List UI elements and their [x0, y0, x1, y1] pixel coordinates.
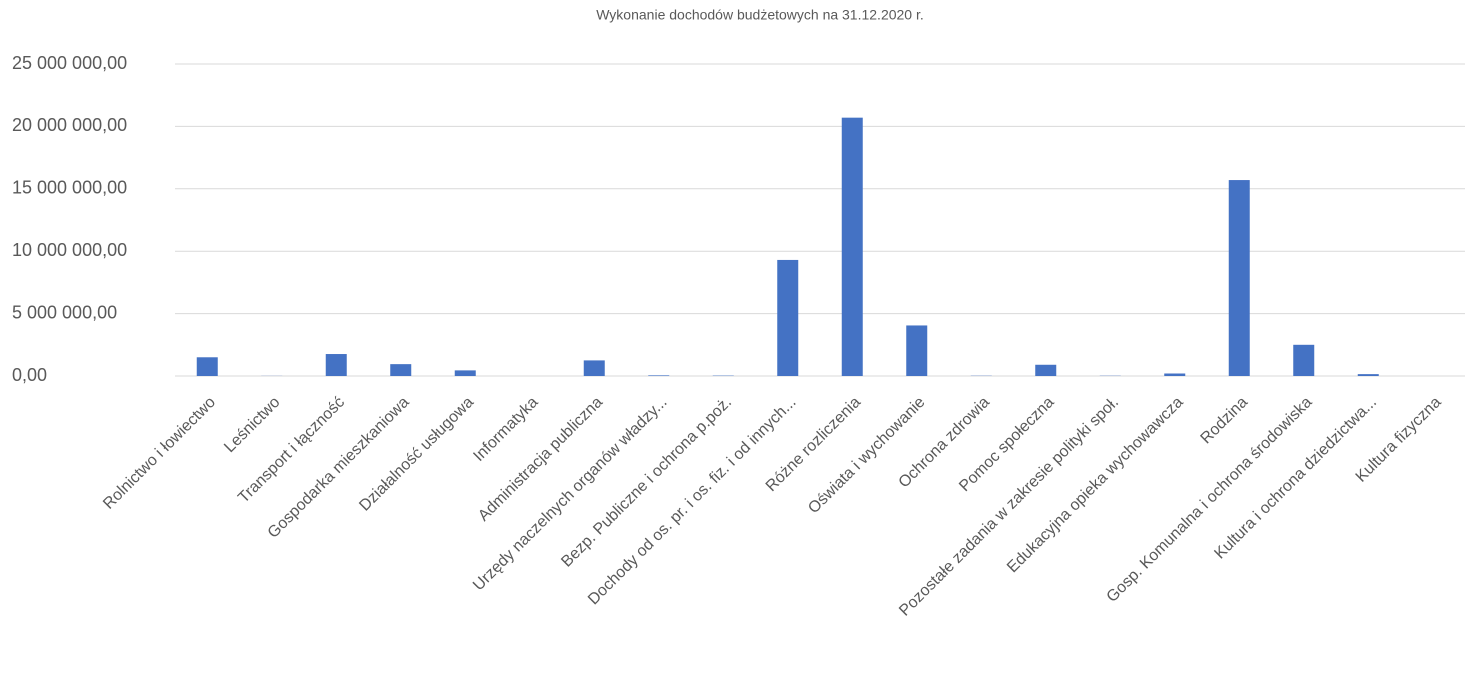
y-tick-label: 5 000 000,00: [12, 302, 117, 322]
bar: [1357, 374, 1379, 376]
bar: [1035, 364, 1057, 376]
x-tick-label: Administracja publiczna: [475, 394, 606, 525]
x-tick-label: Oświata i wychowanie: [805, 394, 928, 517]
chart-title: Wykonanie dochodów budżetowych na 31.12.…: [596, 7, 924, 23]
bar: [1228, 180, 1250, 376]
y-tick-label: 15 000 000,00: [12, 178, 127, 198]
bar: [906, 325, 928, 376]
bar: [1293, 344, 1315, 376]
bar: [196, 357, 218, 376]
x-tick-label: Działalność usługowa: [356, 394, 477, 515]
y-tick-label: 25 000 000,00: [12, 53, 127, 73]
x-tick-label: Informatyka: [470, 394, 541, 465]
bar: [390, 364, 412, 376]
y-tick-label: 10 000 000,00: [12, 240, 127, 260]
bar: [648, 375, 670, 376]
bar: [454, 370, 476, 376]
bar: [1164, 373, 1186, 376]
bar: [583, 360, 605, 376]
x-tick-label: Rolnictwo i łowiectwo: [100, 394, 219, 513]
bar: [325, 354, 347, 376]
y-tick-label: 0,00: [12, 365, 47, 385]
x-tick-label: Rodzina: [1198, 394, 1252, 448]
y-tick-label: 20 000 000,00: [12, 115, 127, 135]
x-tick-label: Pozostałe zadania w zakresie polityki sp…: [896, 394, 1122, 620]
x-tick-label: Leśnictwo: [221, 394, 283, 456]
x-tick-label: Transport i łączność: [235, 394, 348, 507]
bar: [777, 259, 799, 376]
bar: [841, 117, 863, 376]
